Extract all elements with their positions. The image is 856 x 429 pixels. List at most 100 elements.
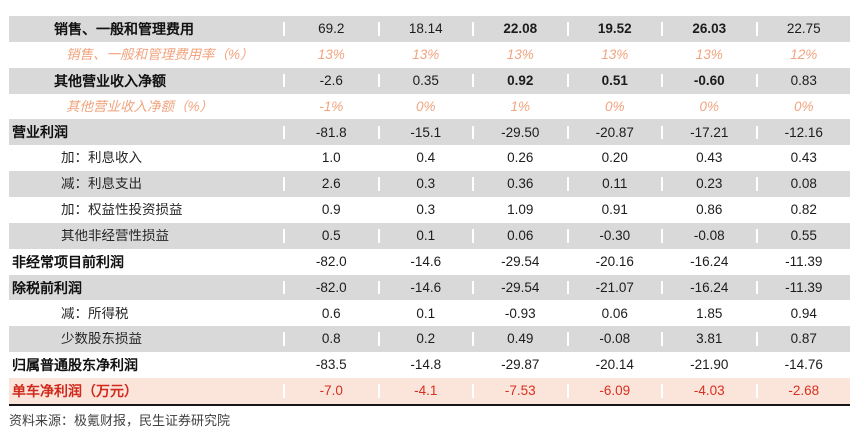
cell-value: -29.54 [472,255,567,269]
cell-value: 0% [377,100,473,114]
cell-value: -20.16 [566,255,662,269]
cell-value: -20.87 [566,126,662,140]
cell-value: -29.87 [472,358,567,372]
cell-value: -0.08 [661,229,756,243]
source-note: 资料来源：极氪财报，民生证券研究院 [9,413,231,428]
cell-value: 0.06 [566,307,662,321]
cell-value: 69.2 [283,22,378,36]
cell-value: -20.14 [566,358,662,372]
row-label: 销售、一般和管理费用 [54,21,194,36]
cell-value: 0.86 [661,203,756,217]
cell-value: 0.35 [377,74,473,88]
row-label: 少数股东损益 [61,332,142,346]
cell-value: 0.3 [377,177,473,191]
table-row: 其他营业收入净额 -2.6 0.35 0.92 0.51 -0.60 0.83 [9,67,851,94]
cell-value: -1% [283,100,378,114]
cell-value: 0.4 [377,151,473,165]
cell-value: 0.23 [661,177,756,191]
cell-value: -7.0 [283,384,378,398]
cell-value: 0.83 [755,74,851,88]
financial-income-statement-table: 销售、一般和管理费用 69.2 18.14 22.08 19.52 26.03 22.75 销… [9,16,850,406]
cell-value: 3.81 [661,332,756,346]
cell-value: -21.07 [566,281,662,295]
cell-value: -0.08 [566,332,662,346]
cell-value: -11.39 [755,255,851,269]
row-label: 加：权益性投资损益 [61,203,183,217]
cell-value: 0.26 [472,151,567,165]
cell-value: 13% [377,48,473,62]
row-label: 销售、一般和管理费用率（%） [66,48,254,62]
table-row: 减：所得税 0.6 0.1 -0.93 0.06 1.85 0.94 [9,300,851,327]
row-label: 非经常项目前利润 [12,254,124,269]
cell-value: -12.16 [755,126,851,140]
cell-value: -82.0 [283,281,378,295]
cell-value: -21.90 [661,358,756,372]
table-row: 单车净利润（万元） -7.0 -4.1 -7.53 -6.09 -4.03 -2.68 [9,378,850,404]
cell-value: -29.54 [472,281,567,295]
cell-value: -82.0 [283,255,378,269]
cell-value: 0.82 [755,203,851,217]
cell-value: -14.76 [755,358,851,372]
cell-value: 0.49 [472,332,567,346]
table-row: 加：利息收入 1.0 0.4 0.26 0.20 0.43 0.43 [9,145,851,172]
cell-value: 0.8 [283,332,378,346]
cell-value: 0.06 [472,229,567,243]
cell-value: -83.5 [283,358,378,372]
table-row: 减：利息支出 2.6 0.3 0.36 0.11 0.23 0.08 [9,171,851,198]
cell-value: -81.8 [283,126,378,140]
cell-value: 0.20 [566,151,662,165]
cell-value: 13% [661,48,756,62]
table-row: 归属普通股东净利润 -83.5 -14.8 -29.87 -20.14 -21.90 -14… [9,352,851,379]
cell-value: 13% [472,48,567,62]
cell-value: 18.14 [377,22,473,36]
table-row: 非经常项目前利润 -82.0 -14.6 -29.54 -20.16 -16.24 -11.… [9,248,851,275]
cell-value: -14.6 [377,281,473,295]
table-row: 销售、一般和管理费用率（%） 13% 13% 13% 13% 13% 12% [9,41,851,68]
cell-value: 0.92 [472,74,567,88]
cell-value: 0.5 [283,229,378,243]
cell-value: -6.09 [566,384,662,398]
row-label: 除税前利润 [12,280,82,295]
cell-value: 0.1 [377,307,473,321]
cell-value: 1.09 [472,203,567,217]
cell-value: 0.55 [755,229,851,243]
cell-value: 0.2 [377,332,473,346]
cell-value: -0.30 [566,229,662,243]
table-row: 少数股东损益 0.8 0.2 0.49 -0.08 3.81 0.87 [9,326,851,353]
cell-value: 0.87 [755,332,851,346]
cell-value: -7.53 [472,384,567,398]
table-row: 其他非经营性损益 0.5 0.1 0.06 -0.30 -0.08 0.55 [9,222,851,249]
cell-value: 26.03 [661,22,756,36]
cell-value: 0.36 [472,177,567,191]
cell-value: 0.43 [755,151,851,165]
cell-value: 0.94 [755,307,851,321]
cell-value: 0.08 [755,177,851,191]
cell-value: 0.9 [283,203,378,217]
cell-value: 0.1 [377,229,473,243]
row-label: 其他营业收入净额（%） [66,99,214,114]
cell-value: 13% [283,48,378,62]
table-row: 营业利润 -81.8 -15.1 -29.50 -20.87 -17.21 -12.16 [9,119,851,146]
cell-value: -4.03 [661,384,756,398]
cell-value: -0.60 [661,74,756,88]
cell-value: -2.68 [755,384,851,398]
table-row: 除税前利润 -82.0 -14.6 -29.54 -21.07 -16.24 -11.39 [9,274,851,301]
cell-value: -2.6 [283,74,378,88]
cell-value: 0.6 [283,307,378,321]
cell-value: 1.0 [283,151,378,165]
cell-value: -0.93 [472,307,567,321]
cell-value: -4.1 [377,384,473,398]
row-label: 其他营业收入净额 [54,73,166,88]
cell-value: 0% [661,100,756,114]
cell-value: -14.8 [377,358,473,372]
cell-value: 0.3 [377,203,473,217]
row-label: 其他非经营性损益 [61,229,169,243]
cell-value: -29.50 [472,126,567,140]
table-row: 销售、一般和管理费用 69.2 18.14 22.08 19.52 26.03 22.75 [9,16,850,42]
cell-value: 19.52 [566,22,662,36]
cell-value: 0.11 [566,177,662,191]
cell-value: 12% [755,48,851,62]
cell-value: -11.39 [755,281,851,295]
cell-value: 0.43 [661,151,756,165]
cell-value: -16.24 [661,281,756,295]
